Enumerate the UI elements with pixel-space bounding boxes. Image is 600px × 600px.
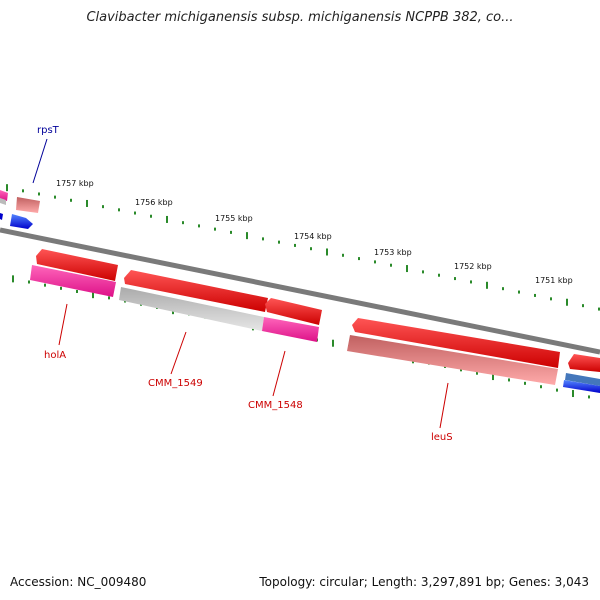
minor-tick [502, 287, 504, 291]
minor-tick [76, 289, 78, 293]
minor-tick [390, 263, 392, 267]
minor-tick [118, 208, 120, 212]
minor-tick [108, 296, 110, 300]
minor-tick [534, 293, 536, 297]
minor-tick [598, 307, 600, 311]
feature-holA-pink[interactable] [30, 265, 116, 297]
minor-tick [476, 371, 478, 375]
feature-right-red[interactable] [568, 354, 600, 372]
major-tick [86, 199, 88, 207]
feature-rpsT-blue-arrow[interactable] [10, 214, 33, 229]
minor-tick [38, 192, 40, 196]
major-tick [326, 248, 328, 256]
scale-label-1756: 1756 kbp [135, 198, 173, 207]
minor-tick [358, 257, 360, 261]
genome-backbone [0, 227, 600, 355]
holA-leader [58, 303, 68, 346]
CMM_1549-leader [170, 331, 187, 375]
minor-tick [134, 211, 136, 215]
minor-tick [454, 277, 456, 281]
major-tick [332, 339, 334, 347]
minor-tick [214, 227, 216, 231]
minor-tick [28, 280, 30, 284]
feature-leuS-red[interactable] [352, 318, 560, 368]
major-tick [566, 298, 568, 306]
minor-tick [342, 253, 344, 257]
minor-tick [470, 280, 472, 284]
minor-tick [70, 198, 72, 202]
minor-tick [182, 221, 184, 225]
gene-label-CMM_1549[interactable]: CMM_1549 [148, 378, 203, 389]
leuS-leader [439, 382, 449, 429]
minor-tick [582, 304, 584, 308]
minor-tick [278, 240, 280, 244]
minor-tick [438, 273, 440, 277]
feature-CMM_1549-red[interactable] [124, 270, 268, 312]
minor-tick [230, 230, 232, 234]
scale-ticks-top [6, 184, 600, 311]
feature-CMM_1548-red[interactable] [265, 298, 322, 325]
minor-tick [524, 381, 526, 385]
feature-CMM_1549-grey[interactable] [119, 287, 264, 331]
scale-label-1751: 1751 kbp [535, 276, 573, 285]
minor-tick [556, 388, 558, 392]
minor-tick [422, 270, 424, 274]
scale-label-1754: 1754 kbp [294, 232, 332, 241]
feature-right-blue[interactable] [563, 373, 600, 393]
scale-label-1753: 1753 kbp [374, 248, 412, 257]
summary-text: Topology: circular; Length: 3,297,891 bp… [259, 575, 589, 589]
minor-tick [508, 378, 510, 382]
feature-small-blue-left[interactable] [0, 213, 3, 220]
minor-tick [54, 195, 56, 199]
minor-tick [102, 205, 104, 209]
major-tick [572, 390, 574, 398]
minor-tick [588, 395, 590, 399]
major-tick [92, 291, 94, 299]
minor-tick [310, 247, 312, 251]
scale-label-1752: 1752 kbp [454, 262, 492, 271]
accession-text: Accession: NC_009480 [10, 575, 147, 589]
feature-top-left-pink[interactable] [0, 190, 8, 205]
feature-leuS-salmon[interactable] [347, 335, 558, 385]
minor-tick [150, 214, 152, 218]
minor-tick [540, 385, 542, 389]
major-tick [12, 275, 14, 283]
major-tick [246, 232, 248, 240]
major-tick [166, 215, 168, 223]
minor-tick [44, 283, 46, 287]
minor-tick [60, 286, 62, 290]
major-tick [6, 184, 8, 192]
major-tick [406, 265, 408, 273]
gene-label-CMM_1548[interactable]: CMM_1548 [248, 400, 303, 411]
feature-holA-red[interactable] [36, 249, 118, 281]
gene-label-rpsT[interactable]: rpsT [37, 125, 60, 136]
minor-tick [460, 368, 462, 372]
scale-label-1757: 1757 kbp [56, 179, 94, 188]
minor-tick [262, 237, 264, 241]
minor-tick [22, 189, 24, 193]
CMM_1548-leader [272, 350, 286, 397]
gene-label-holA[interactable]: holA [44, 350, 66, 361]
minor-tick [518, 290, 520, 294]
feature-rpsT-salmon[interactable] [16, 197, 40, 213]
scale-label-1755: 1755 kbp [215, 214, 253, 223]
feature-CMM_1548-pink[interactable] [262, 317, 319, 342]
major-tick [492, 373, 494, 381]
minor-tick [550, 297, 552, 301]
rpsT-leader [32, 138, 48, 184]
map-title: Clavibacter michiganensis subsp. michiga… [86, 10, 514, 25]
minor-tick [294, 243, 296, 247]
major-tick [486, 281, 488, 289]
gene-label-leuS[interactable]: leuS [431, 432, 453, 443]
minor-tick [374, 260, 376, 264]
minor-tick [198, 224, 200, 228]
